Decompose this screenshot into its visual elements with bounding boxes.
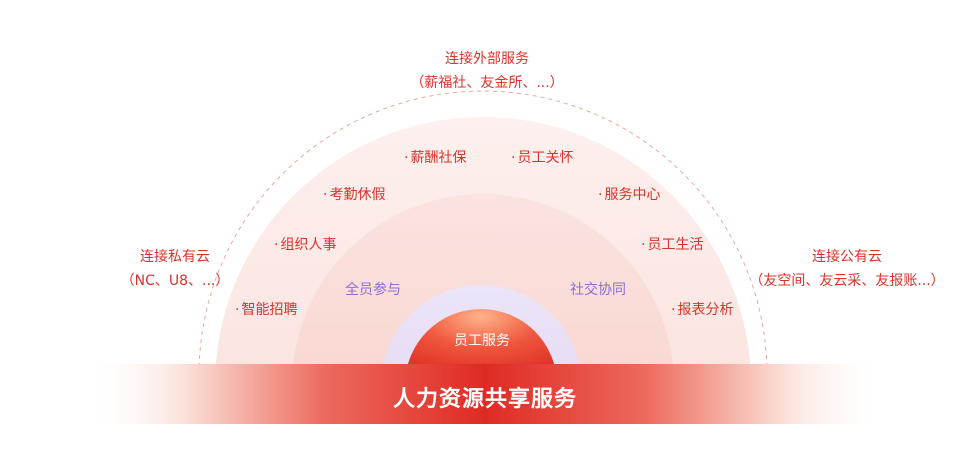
bottom-band bbox=[85, 364, 885, 424]
connection-left: 连接私有云 （NC、U8、...） bbox=[121, 245, 230, 293]
module-service-center: 服务中心 bbox=[598, 185, 660, 205]
outer-dashed-arc bbox=[198, 90, 768, 376]
module-attendance-leave: 考勤休假 bbox=[323, 185, 385, 205]
connection-top-title: 连接外部服务 bbox=[444, 51, 529, 67]
core-label: 员工服务 bbox=[454, 333, 510, 349]
ring-label-left: 全员参与 bbox=[345, 282, 401, 298]
ring-label-right: 社交协同 bbox=[570, 282, 626, 298]
connection-right-title: 连接公有云 bbox=[811, 249, 882, 265]
connection-right-detail: （友空间、友云采、友报账...） bbox=[749, 273, 945, 289]
module-org-personnel: 组织人事 bbox=[274, 235, 336, 255]
connection-right: 连接公有云 （友空间、友云采、友报账...） bbox=[749, 245, 944, 293]
module-employee-care: 员工关怀 bbox=[511, 148, 573, 168]
module-employee-life: 员工生活 bbox=[641, 235, 703, 255]
module-salary-social: 薪酬社保 bbox=[404, 148, 466, 168]
module-smart-recruit: 智能招聘 bbox=[235, 300, 297, 320]
connection-top: 连接外部服务 （薪福社、友金所、...） bbox=[410, 47, 563, 95]
connection-top-detail: （薪福社、友金所、...） bbox=[410, 75, 564, 91]
module-report-analysis: 报表分析 bbox=[671, 300, 733, 320]
connection-left-title: 连接私有云 bbox=[139, 249, 210, 265]
connection-left-detail: （NC、U8、...） bbox=[120, 273, 230, 289]
band-title: 人力资源共享服务 bbox=[392, 387, 578, 412]
